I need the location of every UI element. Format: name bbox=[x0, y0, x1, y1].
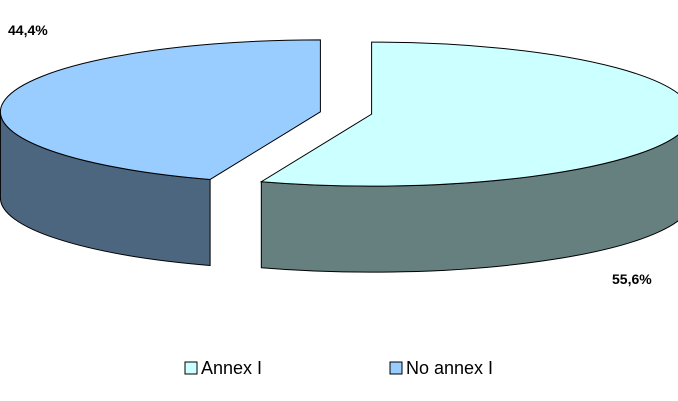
legend-swatch-annex-i bbox=[184, 361, 198, 375]
legend-label-annex-i: Annex I bbox=[201, 358, 262, 378]
legend-swatch-no-annex-i bbox=[389, 361, 403, 375]
legend-label-no-annex-i: No annex I bbox=[406, 358, 493, 378]
slices-layer bbox=[0, 39, 678, 273]
data-label-annex-i: 55,6% bbox=[612, 271, 652, 287]
slice-no-annex-i bbox=[0, 39, 321, 266]
slice-annex-i bbox=[259, 41, 678, 273]
data-labels-layer: 55,6% 44,4% bbox=[8, 22, 652, 287]
slice-top-annex-i bbox=[259, 41, 678, 187]
data-label-no-annex-i: 44,4% bbox=[8, 22, 48, 38]
legend: Annex I No annex I bbox=[184, 358, 493, 378]
slice-top-no-annex-i bbox=[0, 39, 321, 180]
